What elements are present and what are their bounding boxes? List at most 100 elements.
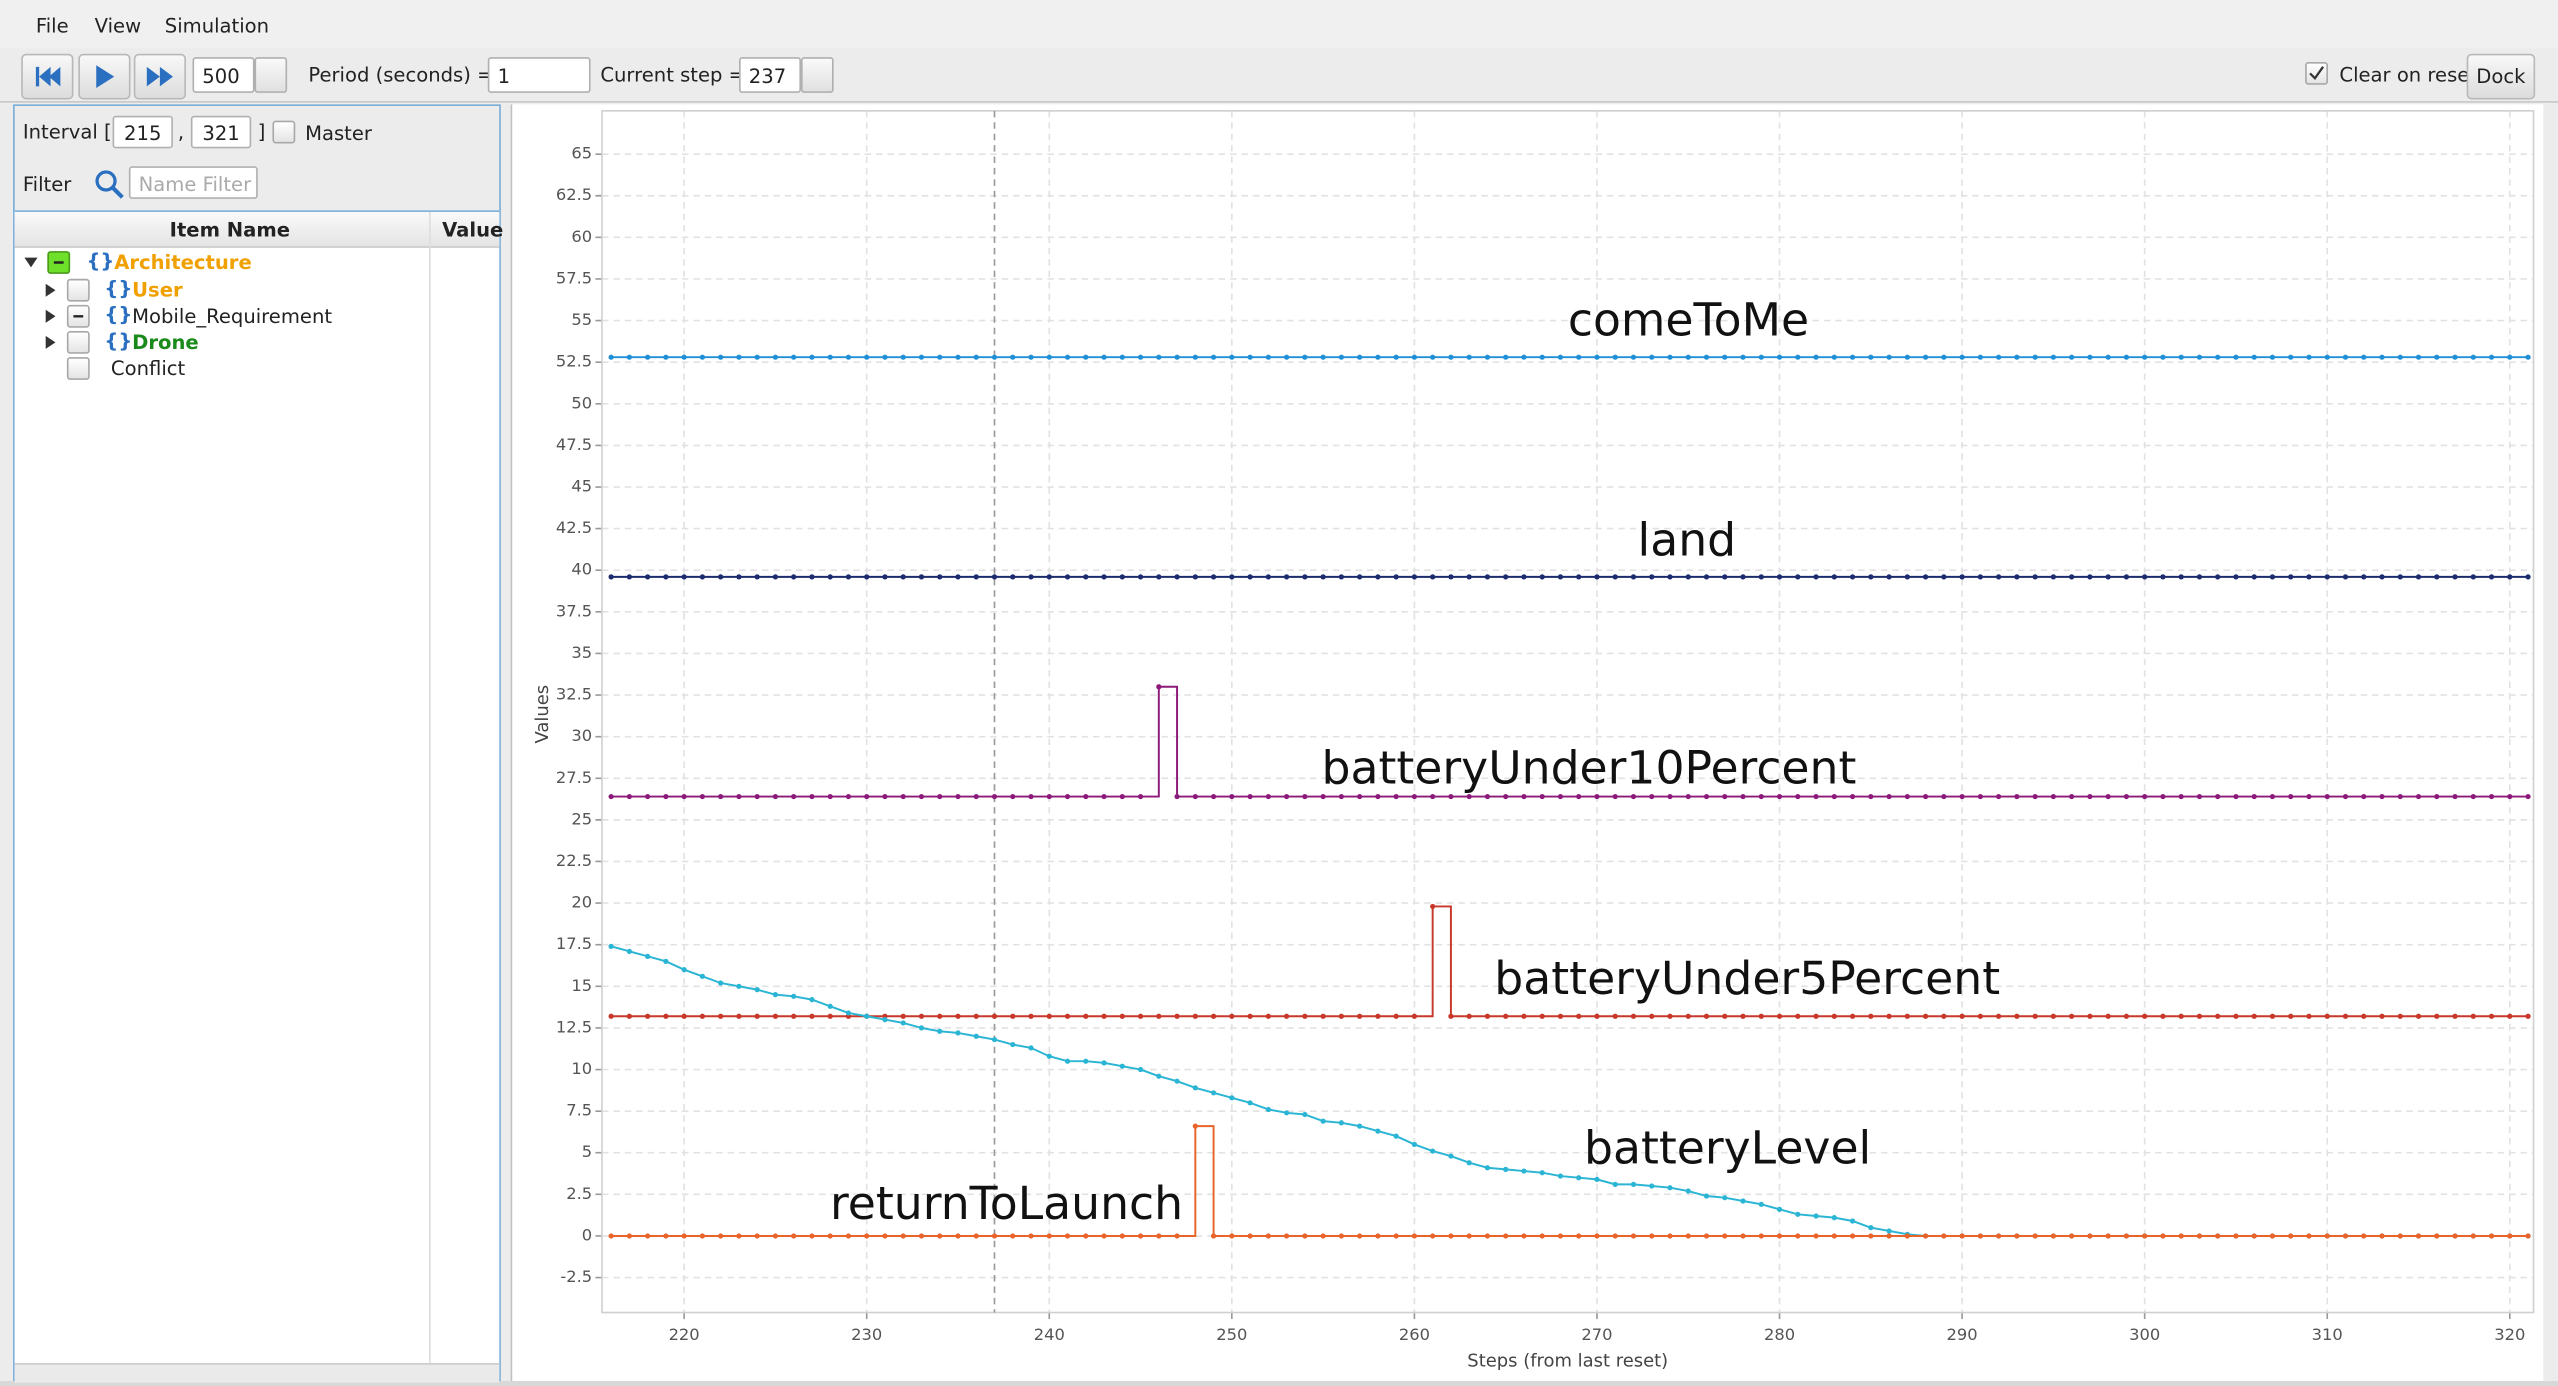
data-point [2488, 574, 2495, 580]
icon: {} [104, 303, 133, 327]
label: Period (seconds) = [308, 63, 494, 87]
play-button[interactable] [78, 53, 131, 100]
data-point [1320, 1013, 1326, 1019]
data-point [1521, 574, 1527, 580]
data-point [1010, 1041, 1016, 1048]
data-point [1393, 1133, 1399, 1139]
data-point [1156, 354, 1162, 360]
data-point [900, 1013, 906, 1019]
label: ] [257, 120, 266, 144]
y-tick-label: 65 [571, 144, 592, 163]
data-point [1886, 1013, 1892, 1019]
data-point [2306, 1233, 2312, 1239]
data-point [663, 354, 669, 360]
data-point [2415, 1013, 2422, 1019]
data-point [845, 793, 852, 800]
data-point [1265, 574, 1271, 580]
data-point [1831, 1233, 1837, 1239]
data-point [791, 354, 797, 360]
column-header[interactable]: Item Name [169, 218, 291, 242]
data-point [1630, 793, 1637, 800]
data-point [1630, 1233, 1637, 1239]
rewind-button[interactable] [21, 53, 74, 100]
data-point [1028, 574, 1034, 580]
data-point [955, 1030, 961, 1036]
data-point [1977, 354, 1983, 360]
data-point [1375, 1233, 1381, 1239]
data-point [2032, 793, 2038, 800]
data-point [1521, 1013, 1527, 1019]
data-point [718, 793, 724, 800]
spinner[interactable] [801, 57, 834, 93]
data-point [2087, 574, 2093, 580]
data-point [937, 574, 943, 580]
data-point [2525, 793, 2531, 800]
scrollbar[interactable] [14, 1363, 500, 1383]
data-point [1539, 354, 1545, 360]
column-header[interactable]: Value [442, 218, 504, 242]
data-point [1904, 354, 1910, 360]
data-point [1064, 793, 1071, 800]
data-point [663, 958, 669, 964]
checkbox[interactable] [47, 251, 71, 274]
interval-start[interactable]: 215 [112, 115, 173, 149]
data-point [2507, 574, 2513, 580]
data-point [1265, 354, 1271, 360]
master-checkbox[interactable] [272, 120, 296, 144]
data-point [2160, 574, 2166, 580]
data-point [1302, 574, 1308, 580]
data-point [1904, 1233, 1910, 1239]
data-point [2142, 1013, 2148, 1019]
data-point [1083, 793, 1089, 800]
data-point [991, 574, 998, 580]
data-point [2507, 354, 2513, 360]
data-point [1466, 1013, 1472, 1019]
data-point [1521, 793, 1527, 800]
menu-item[interactable]: View [94, 14, 142, 38]
checkbox[interactable] [66, 330, 90, 354]
data-point [1813, 574, 1819, 580]
data-point [991, 1233, 998, 1239]
data-point [2087, 793, 2093, 800]
data-point [1959, 354, 1965, 360]
y-tick-label: 50 [571, 393, 592, 412]
label: Current step = [600, 63, 746, 87]
data-point [2361, 574, 2367, 580]
y-tick-label: 30 [571, 726, 592, 745]
data-point [2142, 793, 2148, 800]
checkbox[interactable] [66, 357, 90, 380]
data-point [645, 574, 651, 580]
menu-item[interactable]: Simulation [164, 14, 270, 38]
data-point [1083, 1013, 1089, 1019]
data-point [2105, 1233, 2111, 1239]
menu-item[interactable]: File [35, 14, 69, 38]
data-point [663, 1233, 669, 1239]
data-point [882, 1016, 888, 1023]
name-filter[interactable]: Name Filter [128, 166, 258, 199]
checkbox[interactable] [66, 278, 90, 302]
checkbox[interactable] [66, 304, 90, 328]
data-point [864, 1233, 870, 1239]
y-tick-label: 0 [582, 1225, 592, 1244]
y-tick-label: 15 [571, 976, 592, 995]
data-point [1758, 354, 1764, 360]
data-point [2069, 793, 2075, 800]
speed-field[interactable]: 500 [192, 57, 255, 93]
data-point [1503, 1233, 1509, 1239]
data-point [1849, 574, 1856, 580]
fast-forward-button[interactable] [133, 53, 186, 100]
data-point [1703, 1193, 1710, 1199]
data-point [791, 993, 797, 999]
data-point [1411, 793, 1418, 800]
data-point [2288, 793, 2294, 800]
dock-button[interactable]: Dock [2466, 53, 2536, 100]
period-field[interactable]: 1 [487, 57, 591, 93]
interval-end[interactable]: 321 [190, 115, 252, 149]
data-point [2306, 1013, 2312, 1019]
clear-checkbox[interactable] [2305, 61, 2328, 85]
spinner[interactable] [254, 57, 288, 93]
data-point [1776, 1013, 1783, 1019]
data-point [1722, 1195, 1728, 1201]
data-point [809, 354, 815, 360]
current-step-field[interactable]: 237 [739, 57, 802, 93]
